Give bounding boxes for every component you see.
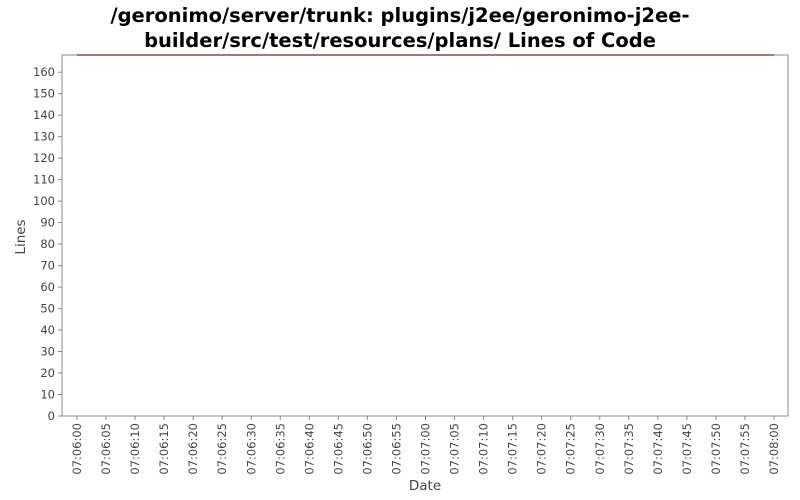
y-tick-label: 150 [33,87,55,101]
y-tick-label: 80 [40,237,55,251]
y-tick-label: 10 [40,388,55,402]
plot-area [61,54,789,417]
y-tick-label: 90 [40,216,55,230]
x-tick-label: 07:07:15 [506,423,520,475]
x-tick-label: 07:06:50 [360,423,374,475]
x-tick-label: 07:07:55 [738,423,752,475]
chart-title: /geronimo/server/trunk: plugins/j2ee/ger… [0,3,800,53]
y-tick-label: 110 [33,173,55,187]
x-tick-label: 07:07:30 [593,423,607,475]
x-tick-label: 07:08:00 [767,423,781,475]
y-tick-label: 60 [40,280,55,294]
x-axis: 07:06:00 07:06:05 07:06:10 07:06:15 07:06:20… [70,416,781,475]
x-tick-label: 07:06:55 [389,423,403,475]
x-tick-label: 07:06:05 [99,423,113,475]
y-axis: 0 10 20 30 40 50 60 70 80 90 100 110 120 130 140 150 160 [33,65,62,423]
y-tick-label: 20 [40,366,55,380]
x-tick-label: 07:07:00 [419,423,433,475]
x-tick-label: 07:06:40 [302,423,316,475]
x-tick-label: 07:07:05 [448,423,462,475]
x-tick-label: 07:06:00 [70,423,84,475]
x-tick-label: 07:07:40 [651,423,665,475]
y-tick-label: 100 [33,194,55,208]
y-tick-label: 0 [48,409,55,423]
x-tick-label: 07:07:20 [535,423,549,475]
y-tick-label: 120 [33,151,55,165]
chart-title-line-1: /geronimo/server/trunk: plugins/j2ee/ger… [110,4,690,27]
y-axis-label: Lines [13,219,29,254]
y-tick-label: 30 [40,345,55,359]
x-tick-label: 07:07:45 [680,423,694,475]
x-axis-label: Date [409,478,441,494]
x-tick-label: 07:06:15 [157,423,171,475]
x-tick-label: 07:07:50 [709,423,723,475]
y-tick-label: 40 [40,323,55,337]
x-tick-label: 07:07:35 [622,423,636,475]
x-tick-label: 07:06:35 [273,423,287,475]
x-tick-label: 07:06:25 [215,423,229,475]
x-tick-label: 07:06:20 [186,423,200,475]
y-tick-label: 70 [40,259,55,273]
x-tick-label: 07:06:10 [128,423,142,475]
x-tick-label: 07:06:45 [331,423,345,475]
y-tick-label: 140 [33,108,55,122]
x-tick-label: 07:07:10 [477,423,491,475]
y-tick-label: 160 [33,65,55,79]
y-tick-label: 130 [33,130,55,144]
x-tick-label: 07:06:30 [244,423,258,475]
x-tick-label: 07:07:25 [564,423,578,475]
chart-title-line-2: builder/src/test/resources/plans/ Lines … [144,29,656,52]
y-tick-label: 50 [40,302,55,316]
